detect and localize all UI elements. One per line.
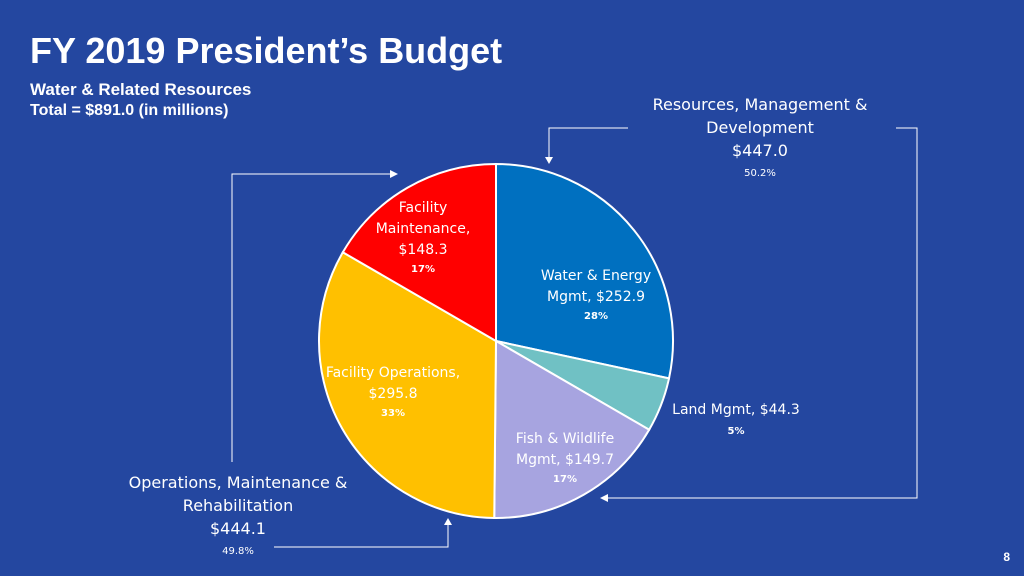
page-title: FY 2019 President’s Budget [30,30,503,71]
slice-label-line: Mgmt, $149.7 [516,452,614,468]
slice-label-line: Land Mgmt, $44.3 [672,402,800,418]
slice-label-line: $148.3 [399,242,448,258]
slice-label: Water & Energy Mgmt, $252.9 28% [541,268,651,322]
slice-percent: 17% [411,264,435,275]
group-label-line: Development [706,118,814,137]
slice-label: Facility Operations, $295.8 33% [326,365,460,419]
pie-slice [495,162,674,380]
total-label: Total = $891.0 (in millions) [30,102,229,119]
connector-line [608,127,918,499]
group-percent: 50.2% [744,168,776,179]
arrowhead-icon [600,494,608,502]
pie-slice [318,250,498,520]
pie-slice [341,162,497,343]
group-percent: 49.8% [222,546,254,557]
connector-line [231,173,392,462]
page-subtitle: Water & Related Resources [30,80,252,99]
slice-percent: 28% [584,311,608,322]
page-number: 8 [1003,550,1010,564]
slice-label-line: Water & Energy [541,268,651,284]
slice-label-line: Maintenance, [376,221,471,237]
group-label-line: Resources, Management & [653,95,868,114]
pie-slice [493,339,651,519]
group-label-line: $444.1 [210,519,266,538]
slice-label-line: Facility Operations, [326,365,460,381]
slice-label-line: $295.8 [369,386,418,402]
slice-label: Fish & Wildlife Mgmt, $149.7 17% [516,431,614,485]
slice-label-line: Mgmt, $252.9 [547,289,645,305]
group-label: Operations, Maintenance & Rehabilitation $… [129,473,348,557]
group-label-line: $447.0 [732,141,788,160]
group-label-line: Operations, Maintenance & [129,473,348,492]
slice-label-line: Fish & Wildlife [516,431,614,447]
arrowhead-icon [390,170,398,178]
group-label-line: Rehabilitation [183,496,293,515]
slice-percent: 5% [728,426,745,437]
slice-label-line: Facility [399,200,448,216]
arrowhead-icon [545,157,553,164]
arrowhead-icon [444,518,452,525]
slice-percent: 33% [381,408,405,419]
group-label: Resources, Management & Development $447.0… [653,95,868,179]
slice-label: Facility Maintenance, $148.3 17% [376,200,471,275]
slice-label: Land Mgmt, $44.3 5% [672,402,800,437]
slice-percent: 17% [553,474,577,485]
connector-line [548,127,628,158]
connector-line [274,524,449,548]
